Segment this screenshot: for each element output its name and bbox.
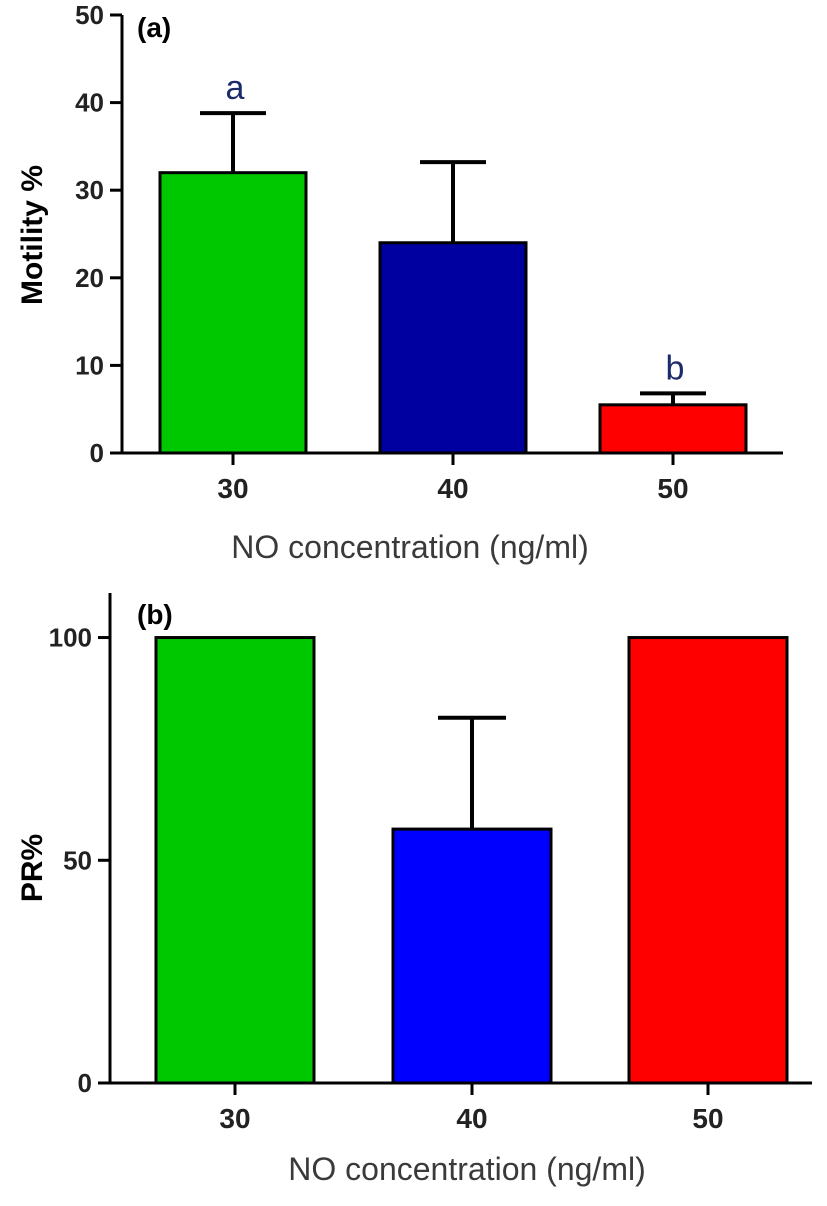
panel-a-bar-50 <box>600 405 746 453</box>
panel-b-y-tick-label-100: 100 <box>49 623 92 653</box>
chart-panel-b: (b) PR% NO concentration (ng/ml) 0 50 100 3… <box>16 593 812 1187</box>
panel-a-y-tick-label-10: 10 <box>75 350 104 380</box>
panel-a-y-tick-label-0: 0 <box>90 438 104 468</box>
panel-a-x-axis-title: NO concentration (ng/ml) <box>231 529 588 565</box>
panel-a-y-tick-label-30: 30 <box>75 175 104 205</box>
panel-a-plot-area: a b 0 10 20 30 40 50 30 40 50 <box>75 0 783 504</box>
panel-b-y-tick-label-0: 0 <box>78 1068 92 1098</box>
panel-a-bar-40 <box>380 243 526 453</box>
panel-b-plot-area: 0 50 100 30 40 50 <box>49 593 812 1134</box>
panel-b-bar-50 <box>629 638 787 1083</box>
panel-a-label: (a) <box>137 12 171 43</box>
panel-a-x-tick-label-30: 30 <box>217 473 248 504</box>
panel-b-y-tick-label-50: 50 <box>63 845 92 875</box>
panel-b-x-tick-label-50: 50 <box>692 1103 723 1134</box>
figure-canvas: (a) Motility % NO concentration (ng/ml) … <box>0 0 827 1206</box>
panel-a-y-tick-label-20: 20 <box>75 263 104 293</box>
panel-b-x-axis-title: NO concentration (ng/ml) <box>288 1151 645 1187</box>
panel-b-label: (b) <box>137 599 173 630</box>
panel-b-bar-30 <box>156 638 314 1083</box>
chart-panel-a: (a) Motility % NO concentration (ng/ml) … <box>16 0 783 565</box>
panel-a-x-tick-label-50: 50 <box>657 473 688 504</box>
panel-b-x-tick-label-40: 40 <box>456 1103 487 1134</box>
panel-b-x-tick-label-30: 30 <box>219 1103 250 1134</box>
panel-b-y-axis-title: PR% <box>16 834 49 902</box>
panel-b-bar-40 <box>393 829 551 1083</box>
panel-a-y-tick-label-40: 40 <box>75 88 104 118</box>
panel-a-x-tick-label-40: 40 <box>437 473 468 504</box>
panel-a-significance-label-30: a <box>226 69 245 107</box>
panel-a-y-axis-title: Motility % <box>16 165 49 305</box>
panel-a-bar-30 <box>160 173 306 453</box>
panel-a-significance-label-50: b <box>666 349 685 387</box>
panel-a-y-tick-label-50: 50 <box>75 0 104 30</box>
